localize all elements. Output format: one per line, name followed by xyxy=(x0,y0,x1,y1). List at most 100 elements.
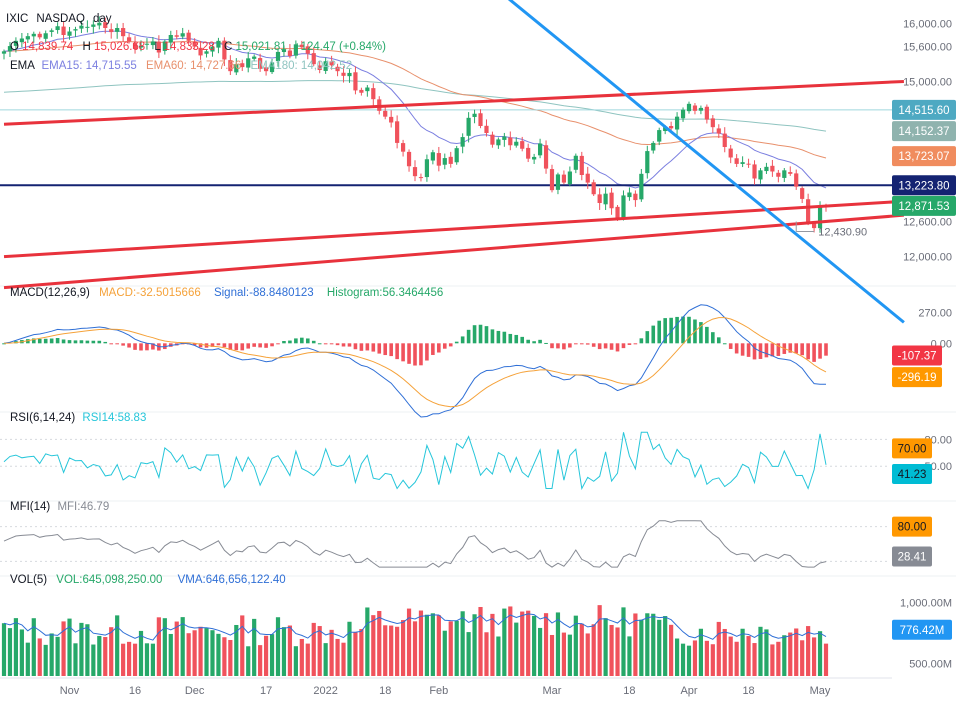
macd-tag[interactable]: -296.19 xyxy=(892,367,942,388)
candle[interactable] xyxy=(454,145,459,165)
candle[interactable] xyxy=(126,33,132,44)
candle[interactable] xyxy=(156,35,161,59)
candle[interactable] xyxy=(25,33,30,44)
candle[interactable] xyxy=(430,149,435,165)
candle[interactable] xyxy=(651,141,656,154)
candle[interactable] xyxy=(61,21,66,42)
candle[interactable] xyxy=(806,193,811,226)
candle[interactable] xyxy=(484,119,489,137)
price-tag[interactable]: 13,723.07 xyxy=(892,146,956,167)
candle[interactable] xyxy=(603,187,608,211)
candle[interactable] xyxy=(657,127,662,146)
candle[interactable] xyxy=(722,127,727,153)
price-tag[interactable]: 13,223.80 xyxy=(892,175,956,196)
candle[interactable] xyxy=(740,156,745,168)
candle[interactable] xyxy=(680,107,686,122)
candle[interactable] xyxy=(496,137,501,149)
channel-mid-trendline[interactable] xyxy=(3,199,905,259)
candle[interactable] xyxy=(246,51,251,73)
candle[interactable] xyxy=(579,151,584,181)
candle[interactable] xyxy=(109,23,114,39)
candle[interactable] xyxy=(97,16,102,30)
rsi-tag[interactable]: 41.23 xyxy=(892,464,932,485)
candle[interactable] xyxy=(567,166,572,187)
candle[interactable] xyxy=(317,60,322,74)
candle[interactable] xyxy=(609,187,614,215)
candle[interactable] xyxy=(31,31,36,43)
candle[interactable] xyxy=(186,29,191,46)
candle[interactable] xyxy=(549,164,555,193)
price-pane[interactable]: 12,430.90 xyxy=(0,0,905,324)
candle[interactable] xyxy=(353,66,358,95)
mfi-tag[interactable]: 28.41 xyxy=(892,546,932,567)
candle[interactable] xyxy=(692,102,698,115)
price-tag[interactable]: 12,871.53 xyxy=(892,195,956,216)
candle[interactable] xyxy=(800,186,805,204)
candle[interactable] xyxy=(275,49,281,67)
candle[interactable] xyxy=(418,173,424,182)
candle[interactable] xyxy=(674,112,680,137)
candle[interactable] xyxy=(466,112,471,143)
candle[interactable] xyxy=(502,132,507,147)
candle[interactable] xyxy=(234,58,239,76)
candle[interactable] xyxy=(281,45,287,57)
candle[interactable] xyxy=(472,109,477,124)
candle[interactable] xyxy=(478,109,483,129)
candle[interactable] xyxy=(734,154,739,167)
candle[interactable] xyxy=(73,26,78,37)
candle[interactable] xyxy=(794,169,799,190)
candle[interactable] xyxy=(43,30,48,43)
candle[interactable] xyxy=(13,37,19,53)
candle[interactable] xyxy=(728,144,733,164)
macd-tag[interactable]: -107.37 xyxy=(892,345,942,366)
candle[interactable] xyxy=(269,58,275,74)
candle[interactable] xyxy=(591,179,596,197)
candle[interactable] xyxy=(460,133,465,154)
candle[interactable] xyxy=(412,160,418,182)
candle[interactable] xyxy=(424,154,430,182)
candle[interactable] xyxy=(7,41,13,57)
candle[interactable] xyxy=(442,153,447,170)
candle[interactable] xyxy=(299,40,304,50)
candle[interactable] xyxy=(162,39,167,55)
candle[interactable] xyxy=(210,43,215,57)
candle[interactable] xyxy=(180,27,185,40)
candle[interactable] xyxy=(132,36,138,54)
down-trend-trendline[interactable] xyxy=(492,0,905,324)
macd-pane[interactable] xyxy=(2,304,828,418)
candle[interactable] xyxy=(37,31,42,40)
candle[interactable] xyxy=(639,168,644,202)
candle[interactable] xyxy=(633,190,638,207)
candle[interactable] xyxy=(365,85,370,97)
candle[interactable] xyxy=(115,23,120,39)
candle[interactable] xyxy=(103,17,108,34)
rsi-tag[interactable]: 70.00 xyxy=(892,438,932,459)
channel-top-trendline[interactable] xyxy=(3,79,904,126)
candle[interactable] xyxy=(347,69,352,83)
volume-tag[interactable]: 776.42M xyxy=(892,619,952,640)
candle[interactable] xyxy=(204,49,209,58)
volume-pane[interactable] xyxy=(1,605,829,676)
candle[interactable] xyxy=(138,40,144,52)
candle[interactable] xyxy=(526,143,531,163)
candle[interactable] xyxy=(144,38,150,50)
candle[interactable] xyxy=(532,153,537,164)
candle[interactable] xyxy=(222,37,227,67)
candle[interactable] xyxy=(49,28,54,37)
candle[interactable] xyxy=(627,187,632,201)
candle[interactable] xyxy=(85,20,90,33)
candle[interactable] xyxy=(216,37,221,54)
candle[interactable] xyxy=(121,22,126,43)
mfi-pane[interactable] xyxy=(0,520,890,568)
candle[interactable] xyxy=(561,170,567,185)
candle[interactable] xyxy=(323,57,328,74)
candle[interactable] xyxy=(359,87,364,96)
candle[interactable] xyxy=(395,115,400,149)
candle[interactable] xyxy=(174,30,179,40)
candle[interactable] xyxy=(520,136,525,152)
candle[interactable] xyxy=(19,32,24,48)
candle[interactable] xyxy=(293,40,298,59)
candle[interactable] xyxy=(543,140,549,174)
candle[interactable] xyxy=(168,30,173,50)
